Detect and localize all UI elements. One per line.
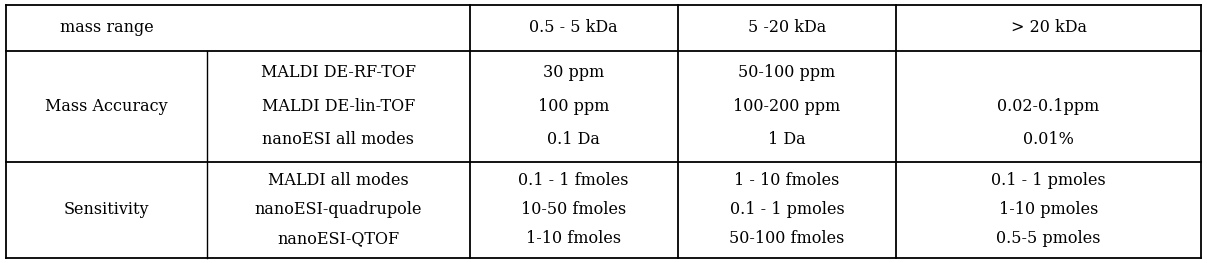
Text: 1 - 10 fmoles: 1 - 10 fmoles [734,173,840,189]
Text: 0.1 - 1 pmoles: 0.1 - 1 pmoles [991,173,1106,189]
Text: 5 -20 kDa: 5 -20 kDa [748,19,826,37]
Text: 0.01%: 0.01% [1024,131,1074,148]
Text: MALDI DE-RF-TOF: MALDI DE-RF-TOF [261,64,415,82]
Text: 30 ppm: 30 ppm [543,64,605,82]
Text: 0.5 - 5 kDa: 0.5 - 5 kDa [530,19,618,37]
Text: 1-10 fmoles: 1-10 fmoles [526,230,622,247]
Text: 1 Da: 1 Da [768,131,806,148]
Text: Sensitivity: Sensitivity [64,201,150,218]
Text: Mass Accuracy: Mass Accuracy [45,98,168,115]
Text: 0.02-0.1ppm: 0.02-0.1ppm [997,98,1100,115]
Text: 0.1 - 1 fmoles: 0.1 - 1 fmoles [518,173,629,189]
Text: 100-200 ppm: 100-200 ppm [734,98,840,115]
Text: 0.1 - 1 pmoles: 0.1 - 1 pmoles [729,201,845,218]
Text: 0.1 Da: 0.1 Da [547,131,600,148]
Text: 10-50 fmoles: 10-50 fmoles [521,201,626,218]
Text: MALDI DE-lin-TOF: MALDI DE-lin-TOF [262,98,415,115]
Text: nanoESI-quadrupole: nanoESI-quadrupole [255,201,422,218]
Text: mass range: mass range [59,19,153,37]
Text: > 20 kDa: > 20 kDa [1010,19,1086,37]
Text: 50-100 fmoles: 50-100 fmoles [729,230,845,247]
Text: 100 ppm: 100 ppm [538,98,610,115]
Text: 50-100 ppm: 50-100 ppm [739,64,835,82]
Text: 0.5-5 pmoles: 0.5-5 pmoles [996,230,1101,247]
Text: nanoESI-QTOF: nanoESI-QTOF [278,230,400,247]
Text: 1-10 pmoles: 1-10 pmoles [999,201,1098,218]
Text: nanoESI all modes: nanoESI all modes [262,131,414,148]
Text: MALDI all modes: MALDI all modes [268,173,409,189]
